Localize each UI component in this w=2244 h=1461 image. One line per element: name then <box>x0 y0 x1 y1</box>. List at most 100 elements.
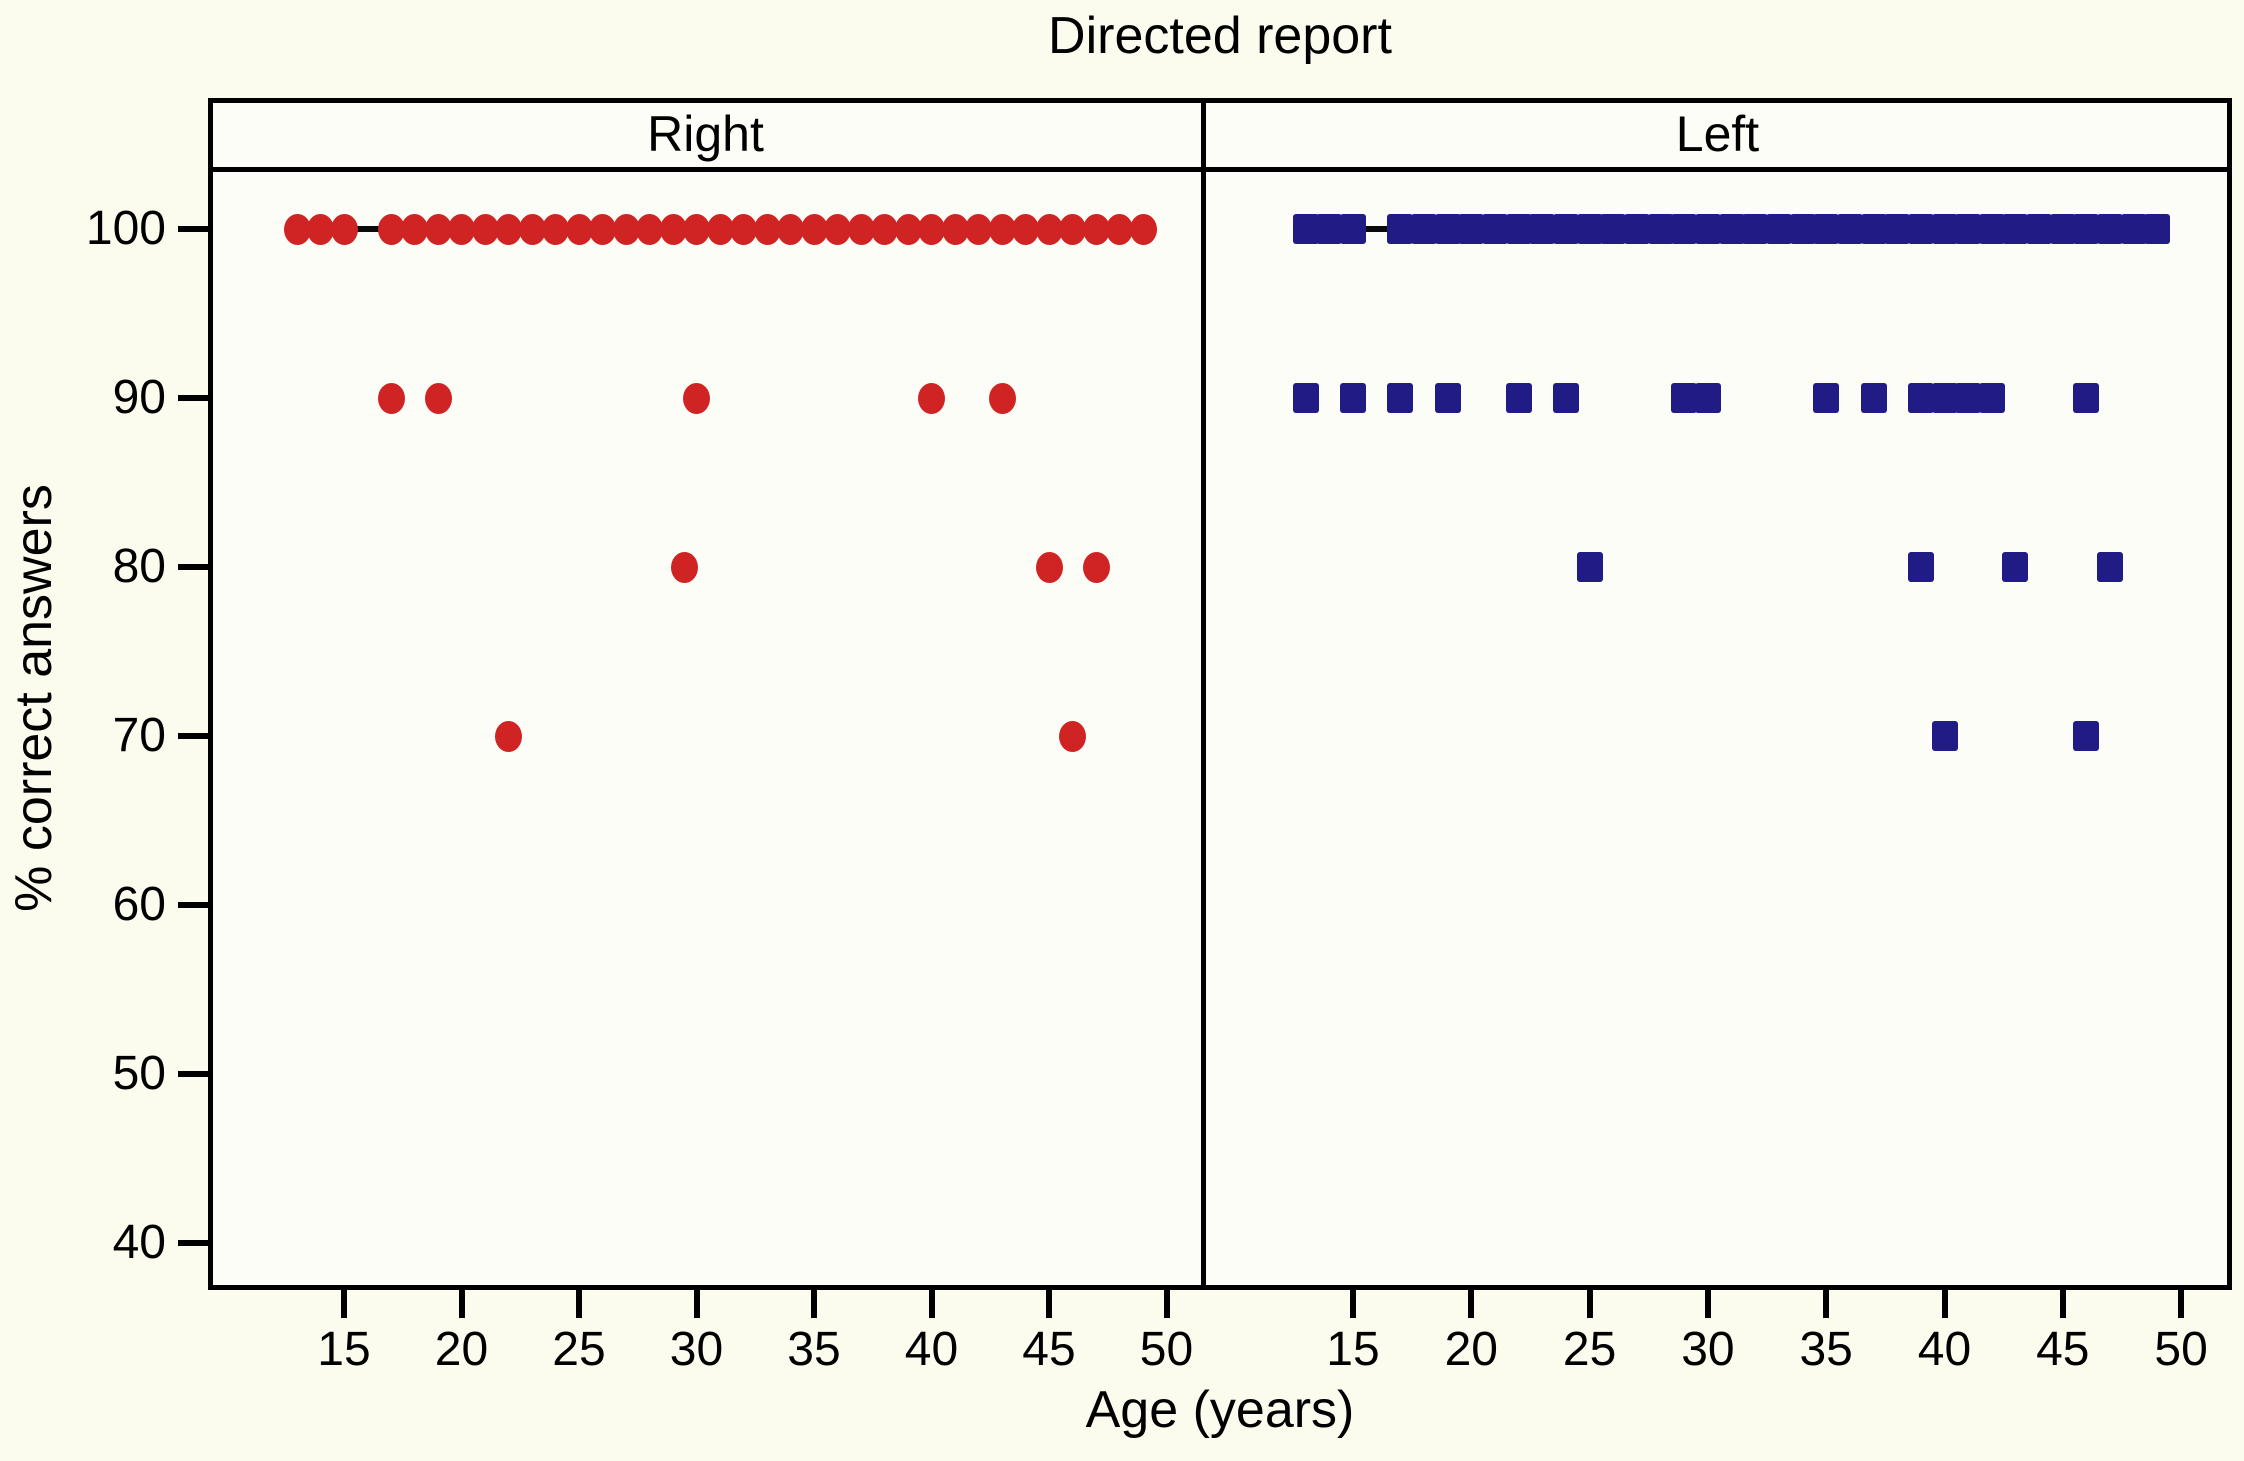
x-tick-mark <box>811 1290 817 1318</box>
data-point-left <box>1552 383 1579 413</box>
y-tick-mark <box>178 564 208 570</box>
data-point-right <box>824 213 851 245</box>
data-point-left <box>1860 214 1887 244</box>
data-point-left <box>1742 214 1769 244</box>
data-point-left <box>1434 383 1461 413</box>
data-point-left <box>1860 383 1887 413</box>
data-point-left <box>1410 214 1437 244</box>
data-point-left <box>2073 383 2100 413</box>
data-point-right <box>424 213 452 245</box>
data-point-left <box>2002 552 2029 582</box>
data-point-left <box>1813 383 1840 413</box>
data-point-left <box>1694 214 1721 244</box>
data-point-right <box>730 213 757 245</box>
data-point-right <box>894 213 922 245</box>
data-point-left <box>1931 383 1958 413</box>
data-point-right <box>377 382 405 414</box>
data-point-right <box>377 213 405 245</box>
x-tick-mark <box>2178 1290 2185 1318</box>
data-point-left <box>1671 214 1698 244</box>
data-point-left <box>2073 721 2100 751</box>
data-point-left <box>2049 214 2076 244</box>
data-point-right <box>1129 213 1157 245</box>
data-point-right <box>683 382 710 414</box>
data-point-right <box>1012 213 1039 245</box>
data-point-left <box>1694 383 1721 413</box>
x-axis-label: Age (years) <box>1085 1381 1355 1439</box>
data-point-right <box>307 213 334 245</box>
x-tick-mark <box>693 1290 700 1318</box>
data-point-right <box>871 213 898 245</box>
data-point-left <box>1576 214 1603 244</box>
data-point-right <box>401 213 428 245</box>
data-point-right <box>1082 213 1110 245</box>
data-point-right <box>683 213 710 245</box>
data-point-right <box>424 382 452 414</box>
x-tick-label: 40 <box>1917 1323 1972 1376</box>
x-tick-mark <box>2059 1290 2066 1318</box>
data-point-left <box>1955 214 1982 244</box>
data-point-left <box>1978 383 2005 413</box>
data-point-left <box>2120 214 2147 244</box>
data-point-right <box>636 213 663 245</box>
data-point-right <box>1035 551 1063 583</box>
data-point-left <box>1907 552 1934 582</box>
x-tick-label: 30 <box>1681 1323 1735 1376</box>
data-point-right <box>965 213 992 245</box>
y-tick-label: 60 <box>112 878 166 931</box>
y-tick-mark <box>178 1240 208 1246</box>
x-tick-mark <box>1586 1290 1593 1318</box>
x-tick-mark <box>576 1290 582 1318</box>
data-point-left <box>1481 214 1508 244</box>
data-point-left <box>2073 214 2100 244</box>
x-tick-label: 45 <box>1022 1323 1076 1376</box>
y-tick-mark <box>178 733 208 739</box>
y-tick-mark <box>178 395 208 401</box>
x-tick-label: 15 <box>317 1323 371 1376</box>
data-point-left <box>1907 214 1934 244</box>
data-point-right <box>1059 720 1086 752</box>
data-point-left <box>1316 214 1343 244</box>
x-tick-label: 35 <box>1799 1323 1853 1376</box>
data-point-right <box>495 720 522 752</box>
x-tick-mark <box>341 1290 347 1318</box>
data-point-left <box>1552 214 1579 244</box>
y-tick-label: 50 <box>112 1047 166 1100</box>
data-point-left <box>1434 214 1461 244</box>
data-point-left <box>1765 214 1792 244</box>
x-tick-mark <box>1823 1290 1830 1318</box>
data-point-left <box>1789 214 1816 244</box>
x-tick-mark <box>1704 1290 1711 1318</box>
data-point-left <box>1647 214 1674 244</box>
x-tick-label: 35 <box>787 1323 841 1376</box>
data-point-left <box>1623 214 1650 244</box>
data-point-right <box>659 213 687 245</box>
data-point-left <box>1292 383 1319 413</box>
plot-frame <box>208 98 2232 1290</box>
y-tick-mark <box>178 226 208 232</box>
x-tick-label: 20 <box>1444 1323 1498 1376</box>
data-point-left <box>1884 214 1911 244</box>
data-point-right <box>448 213 475 245</box>
panel-header-right: Right <box>647 106 764 162</box>
x-tick-label: 15 <box>1326 1323 1380 1376</box>
x-tick-mark <box>1163 1290 1170 1318</box>
data-point-left <box>1931 721 1958 751</box>
data-point-left <box>1978 214 2005 244</box>
y-tick-label: 80 <box>112 540 166 593</box>
y-tick-label: 70 <box>112 709 166 762</box>
data-point-right <box>918 213 945 245</box>
data-point-left <box>1600 214 1627 244</box>
data-point-right <box>1082 551 1110 583</box>
x-tick-mark <box>1350 1290 1356 1318</box>
data-point-left <box>1718 214 1745 244</box>
data-point-right <box>777 213 804 245</box>
data-point-left <box>1458 214 1485 244</box>
data-point-left <box>1387 214 1414 244</box>
data-point-right <box>495 213 522 245</box>
data-point-right <box>671 551 699 583</box>
data-point-left <box>2026 214 2053 244</box>
data-point-left <box>1505 383 1532 413</box>
data-point-right <box>589 213 616 245</box>
x-tick-label: 25 <box>552 1323 606 1376</box>
